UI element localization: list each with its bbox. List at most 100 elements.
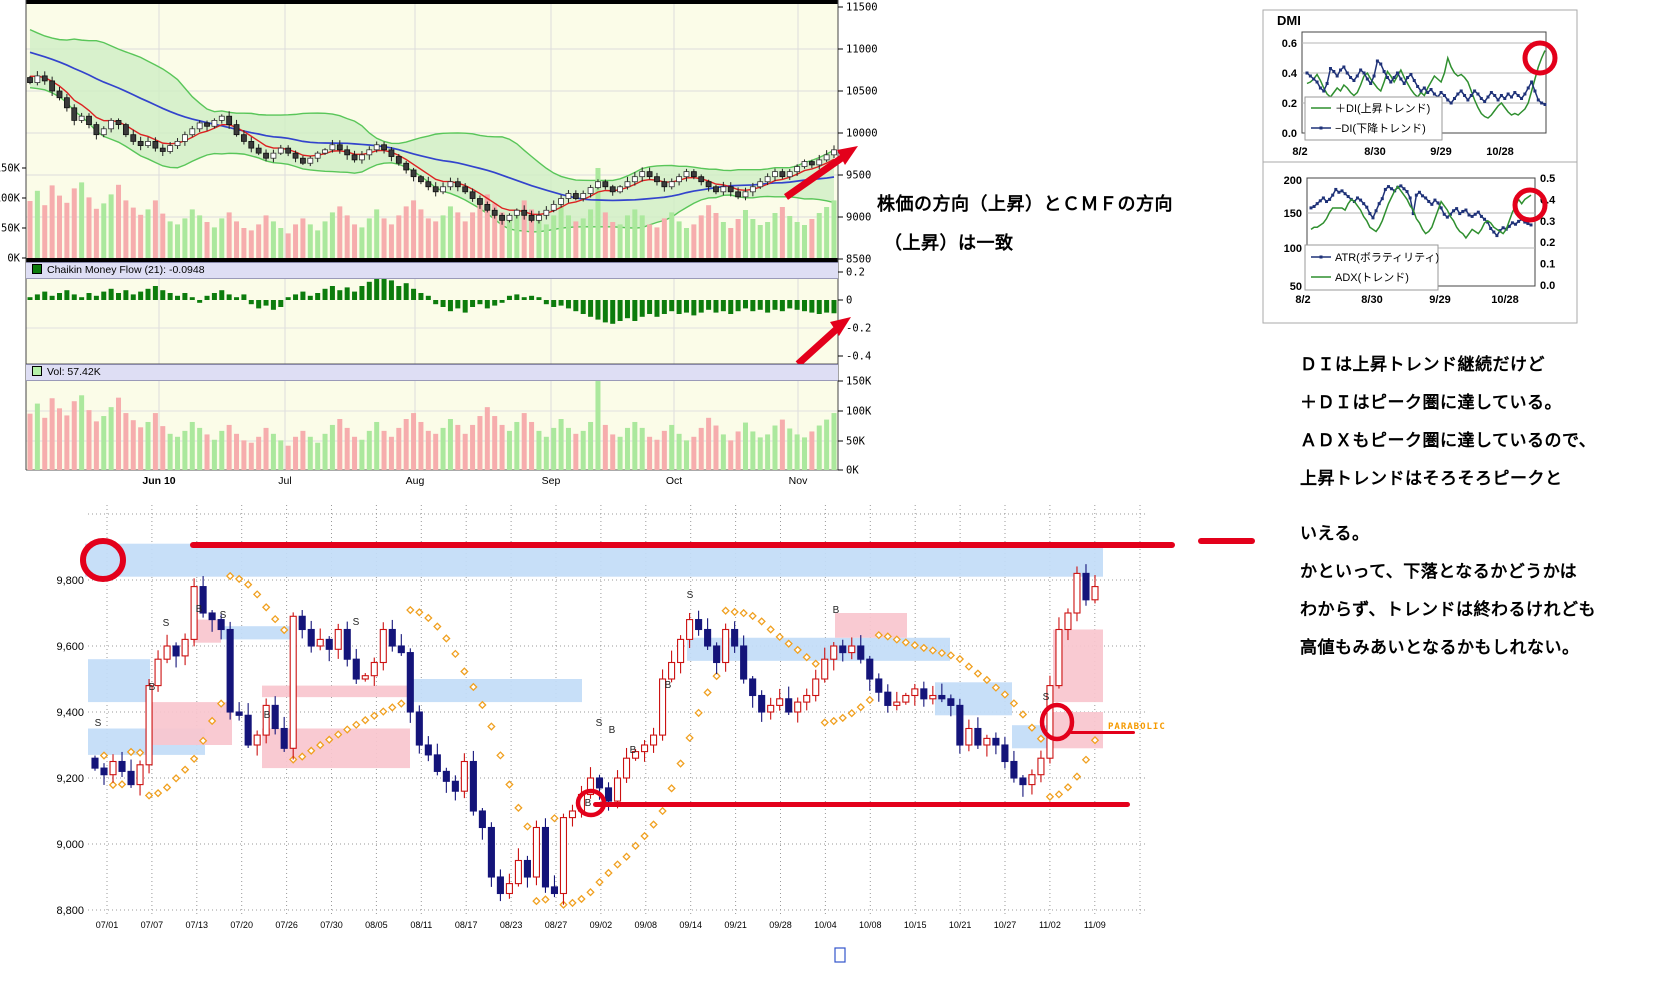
candle-body: [491, 209, 498, 216]
flow-note-line-2: （上昇）は一致: [884, 233, 1014, 253]
date-axis-label: 09/02: [590, 920, 613, 930]
candle-body: [415, 711, 423, 746]
candle-body: [379, 628, 387, 664]
volume-panel-bar: [145, 421, 151, 470]
atr-x-label: 10/28: [1491, 294, 1519, 306]
date-axis-label: 07/07: [141, 920, 164, 930]
cmf-bar: [344, 287, 350, 300]
volume-bar: [160, 213, 166, 258]
candle-body: [1082, 572, 1090, 601]
panel-separator: [26, 258, 838, 262]
parabolic-sar-dot: [892, 635, 901, 644]
minus-di-dot: [1416, 85, 1420, 88]
candle-body: [613, 777, 622, 802]
parabolic-sar-dot: [234, 574, 244, 584]
analysis-line-8: 高値もみあいとなるかもしれない。: [1300, 638, 1580, 657]
candle-body: [595, 181, 601, 189]
dmi-chart-title: DMI: [1277, 13, 1301, 28]
candle-body: [86, 115, 92, 125]
volume-axis-label: 100K: [0, 193, 21, 205]
atr-dot: [1523, 220, 1527, 224]
volume-panel-bar: [809, 431, 815, 470]
minus-di-dot: [1352, 79, 1356, 82]
volume-bar: [322, 221, 328, 258]
minus-di-dot: [1520, 97, 1524, 100]
cmf-bar: [514, 294, 520, 300]
candle-body: [208, 612, 216, 621]
cmf-bar: [809, 300, 815, 313]
cmf-bar: [403, 283, 409, 300]
cmf-bar: [455, 300, 461, 309]
cmf-bar: [506, 295, 512, 300]
volume-panel-bar: [49, 398, 55, 470]
candle-body: [217, 619, 225, 631]
parabolic-sar-dot: [316, 740, 325, 750]
di-x-label: 8/30: [1364, 146, 1385, 158]
cmf-bar: [580, 300, 586, 314]
volume-panel-bar: [64, 415, 70, 470]
candle-body: [255, 147, 262, 154]
cmf-bar: [765, 300, 771, 313]
parabolic-sar-dot: [658, 806, 667, 816]
analysis-line-7: わからず、トレンドは終わるけれども: [1300, 600, 1596, 619]
parabolic-sar-dot: [261, 603, 271, 612]
atr-dot: [1312, 204, 1316, 208]
volume-panel-bar: [211, 439, 217, 470]
parabolic-sar-dot: [162, 783, 172, 792]
atr-y-label: 150: [1284, 208, 1302, 220]
candle-body: [118, 760, 126, 772]
volume-panel-bar: [801, 437, 807, 470]
volume-bar: [116, 184, 122, 258]
minus-di-dot: [1533, 89, 1537, 93]
date-axis-label: 07/13: [186, 920, 209, 930]
candle-body: [395, 156, 402, 164]
cmf-bar: [86, 293, 92, 300]
candle-body: [543, 209, 550, 216]
candle-body: [1001, 744, 1009, 763]
candle-body: [469, 760, 477, 812]
volume-panel-bar: [418, 421, 424, 470]
candle-body: [580, 193, 587, 199]
atr-dot: [1365, 205, 1369, 209]
support-zone-blue: [88, 659, 150, 703]
volume-panel-bar: [366, 430, 372, 470]
volume-panel-bar: [462, 433, 468, 470]
di-legend-label: −DI(下降トレンド): [1335, 121, 1426, 135]
signal-marker-s: S: [220, 610, 227, 621]
atr-x-label: 8/30: [1361, 294, 1382, 306]
candle-body: [983, 737, 991, 746]
volume-panel-bar: [477, 416, 483, 470]
red-circle-annotation: [1039, 702, 1075, 742]
candle-body: [830, 645, 838, 660]
date-axis-label: 10/04: [814, 920, 837, 930]
parabolic-sar-dot: [207, 716, 217, 726]
parabolic-sar-dot: [532, 896, 541, 906]
cmf-bar: [130, 294, 136, 300]
parabolic-sar-dot: [478, 700, 487, 710]
support-zone-blue: [85, 543, 1103, 577]
volume-bar: [772, 213, 778, 258]
parabolic-sar-dot: [730, 607, 739, 617]
volume-panel-bar: [521, 413, 527, 470]
candle-body: [181, 134, 188, 142]
volume-panel-bar: [787, 428, 793, 470]
candle-body: [731, 628, 739, 647]
volume-bar: [315, 230, 321, 258]
cmf-bar: [492, 300, 498, 306]
parabolic-sar-dot: [153, 788, 163, 798]
candle-body: [174, 140, 181, 146]
volume-bar: [757, 225, 763, 258]
cmf-bar: [123, 290, 129, 300]
di-y-label: 0.2: [1282, 98, 1297, 110]
volume-panel-bar: [256, 436, 262, 470]
minus-di-dot: [1516, 94, 1520, 97]
volume-panel-bar: [676, 433, 682, 470]
date-axis-label: 07/01: [96, 920, 119, 930]
candle-body: [432, 186, 439, 193]
parabolic-label: PARABOLIC: [1108, 722, 1166, 732]
parabolic-sar-dot: [694, 708, 703, 718]
candle-body: [199, 586, 207, 614]
cmf-panel-header: Chaikin Money Flow (21): -0.0948: [26, 262, 838, 279]
volume-bar: [108, 194, 114, 258]
atr-dot: [1380, 197, 1384, 201]
